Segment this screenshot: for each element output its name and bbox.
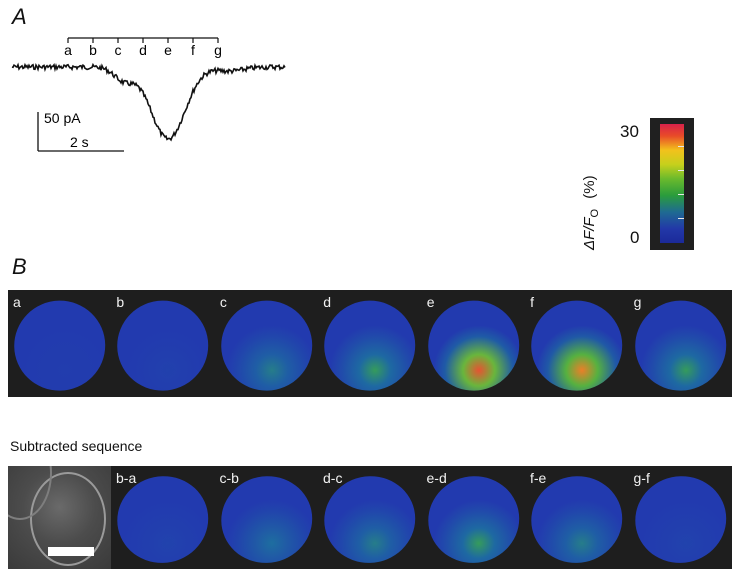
fluorescence-cell-image (531, 300, 623, 391)
image-frame: b-a (111, 466, 215, 569)
frame-label: c (219, 294, 227, 310)
cell-body (531, 300, 623, 391)
scale-current-label: 50 pA (44, 110, 81, 126)
cell-body (531, 476, 623, 563)
image-sequence-strip: a b c d e f g (8, 290, 732, 397)
cell-outline (30, 472, 106, 566)
panel-b-letter: B (12, 254, 27, 279)
colorbar-tick (678, 146, 684, 147)
colorbar-frame (650, 118, 694, 250)
fluorescence-cell-image (427, 300, 519, 391)
colorbar-gradient (660, 124, 684, 243)
cell-body (427, 300, 519, 391)
colorbar-quantity: ΔF/F (581, 217, 598, 250)
scale-time-label: 2 s (70, 134, 89, 150)
marker-label-b: b (89, 42, 97, 58)
frame-label: g-f (633, 470, 650, 486)
marker-label-e: e (164, 42, 172, 58)
frame-label: g (633, 294, 642, 310)
colorbar-min-label: 0 (630, 228, 640, 247)
fluorescence-cell-image (427, 476, 519, 563)
cell-body (634, 476, 726, 563)
marker-label-g: g (214, 42, 222, 58)
image-scale-bar (48, 547, 94, 556)
cell-body (221, 300, 313, 391)
image-frame: f-e (525, 466, 629, 569)
image-frame: g-f (629, 466, 733, 569)
image-frame: e-d (422, 466, 526, 569)
frame-label: d (323, 294, 332, 310)
image-frame: d (318, 290, 421, 397)
cell-body (324, 476, 416, 563)
marker-label-d: d (139, 42, 147, 58)
fluorescence-cell-image (221, 300, 313, 391)
marker-label-a: a (64, 42, 72, 58)
frame-label: f (530, 294, 535, 310)
colorbar-unit: (%) (581, 175, 598, 199)
fluorescence-cell-image (634, 476, 726, 563)
panel-a-letter: A (12, 4, 27, 29)
cell-body (427, 476, 519, 563)
image-frame: g (629, 290, 732, 397)
fluorescence-cell-image (220, 476, 312, 563)
fluorescence-cell-image (117, 476, 209, 563)
frame-label: b (116, 294, 125, 310)
cell-body (220, 476, 312, 563)
subtracted-sequence-strip: b-a c-b d-c e-d f-e g-f (111, 466, 732, 569)
image-frame: c-b (215, 466, 319, 569)
colorbar-tick (678, 170, 684, 171)
frame-label: d-c (323, 470, 343, 486)
colorbar-tick (678, 218, 684, 219)
colorbar-tick (678, 194, 684, 195)
colorbar-max-label: 30 (620, 122, 639, 141)
marker-label-c: c (115, 42, 122, 58)
current-trace-figure: a b c d e f g 50 pA 2 s (11, 37, 286, 152)
cell-body (634, 300, 726, 391)
marker-ticks (67, 38, 219, 43)
cell-body (117, 476, 209, 563)
frame-label: a (13, 294, 21, 310)
cell-body (324, 300, 416, 391)
frame-label: c-b (219, 470, 239, 486)
frame-label: f-e (530, 470, 547, 486)
fluorescence-cell-image (634, 300, 726, 391)
brightfield-cell-image (8, 466, 111, 569)
marker-labels: a b c d e f g (64, 42, 222, 58)
colorbar-axis-label: ΔF/FO (%) (581, 175, 601, 250)
fluorescence-cell-image (14, 300, 106, 391)
fluorescence-cell-image (324, 300, 416, 391)
image-frame: a (8, 290, 111, 397)
fluorescence-cell-image (531, 476, 623, 563)
cell-body (117, 300, 209, 391)
current-trace (11, 62, 286, 142)
image-frame: d-c (318, 466, 422, 569)
marker-label-f: f (191, 42, 195, 58)
fluorescence-cell-image (324, 476, 416, 563)
image-frame: e (422, 290, 525, 397)
frame-label: e-d (426, 470, 447, 486)
cell-body (14, 300, 106, 391)
image-frame: b (111, 290, 214, 397)
subtracted-sequence-title: Subtracted sequence (10, 438, 143, 454)
frame-label: b-a (116, 470, 137, 486)
image-frame: c (215, 290, 318, 397)
fluorescence-cell-image (117, 300, 209, 391)
image-frame: f (525, 290, 628, 397)
colorbar-quantity-subscript: O (589, 208, 601, 218)
frame-label: e (426, 294, 435, 310)
